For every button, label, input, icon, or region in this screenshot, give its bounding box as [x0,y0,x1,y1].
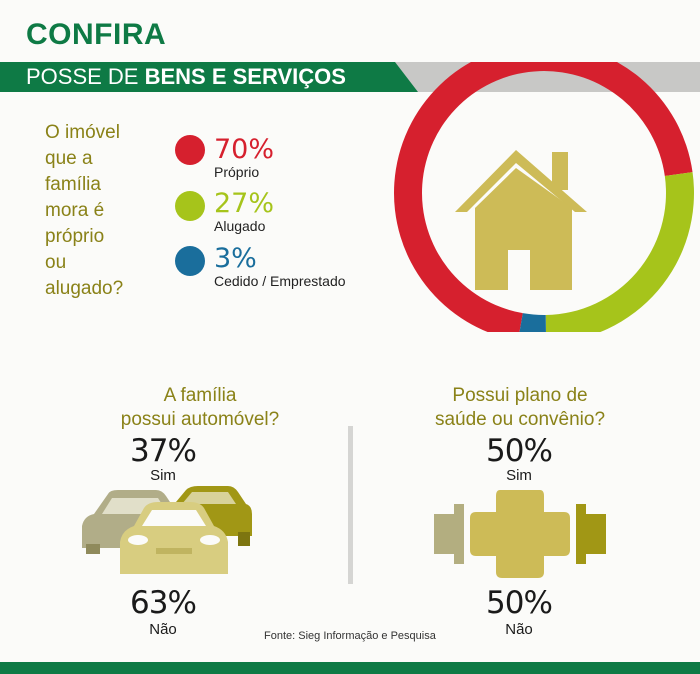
legend-dot-alugado [175,191,205,221]
legend-dot-cedido [175,246,205,276]
legend-pct-alugado: 27% [214,188,275,219]
legend-label-cedido: Cedido / Emprestado [214,273,346,289]
car-question-line2: possui automóvel? [120,409,280,430]
car-yes-label: Sim [150,467,176,484]
section-subtitle: POSSE DE BENS E SERVIÇOS [26,64,346,90]
section-divider [348,426,353,584]
house-icon [455,150,587,290]
page-title: CONFIRA [26,18,167,51]
legend-label-proprio: Próprio [214,164,260,180]
health-question: Possui plano de saúde ou convênio? [405,384,635,432]
health-no-pct: 50% [486,585,553,621]
cars-icon [82,486,252,574]
car-no-pct: 63% [130,585,197,621]
source-note: Fonte: Sieg Informação e Pesquisa [264,630,436,642]
donut-slice-cedido-emprestado [519,313,546,332]
health-cross-icon [434,490,606,578]
car-yes-pct: 37% [130,433,197,469]
health-question-line2: saúde ou convênio? [434,409,606,430]
legend-label-alugado: Alugado [214,218,266,234]
header-band-green [0,62,418,92]
housing-donut-chart [394,62,694,332]
car-no-label: Não [149,621,177,638]
donut-slice-alugado [545,172,694,332]
car-question: A família possui automóvel? [95,384,305,432]
legend-dot-proprio [175,135,205,165]
car-question-line1: A família [163,385,237,406]
health-yes-pct: 50% [486,433,553,469]
housing-question: O imóvel que a família mora é próprio ou… [45,122,124,299]
subtitle-prefix: POSSE DE [26,64,145,89]
legend-pct-cedido: 3% [214,243,257,274]
health-no-label: Não [505,621,533,638]
health-yes-label: Sim [506,467,532,484]
subtitle-bold: BENS E SERVIÇOS [144,64,346,89]
legend-pct-proprio: 70% [214,134,275,165]
footer-band [0,662,700,674]
health-question-line1: Possui plano de [452,385,588,406]
